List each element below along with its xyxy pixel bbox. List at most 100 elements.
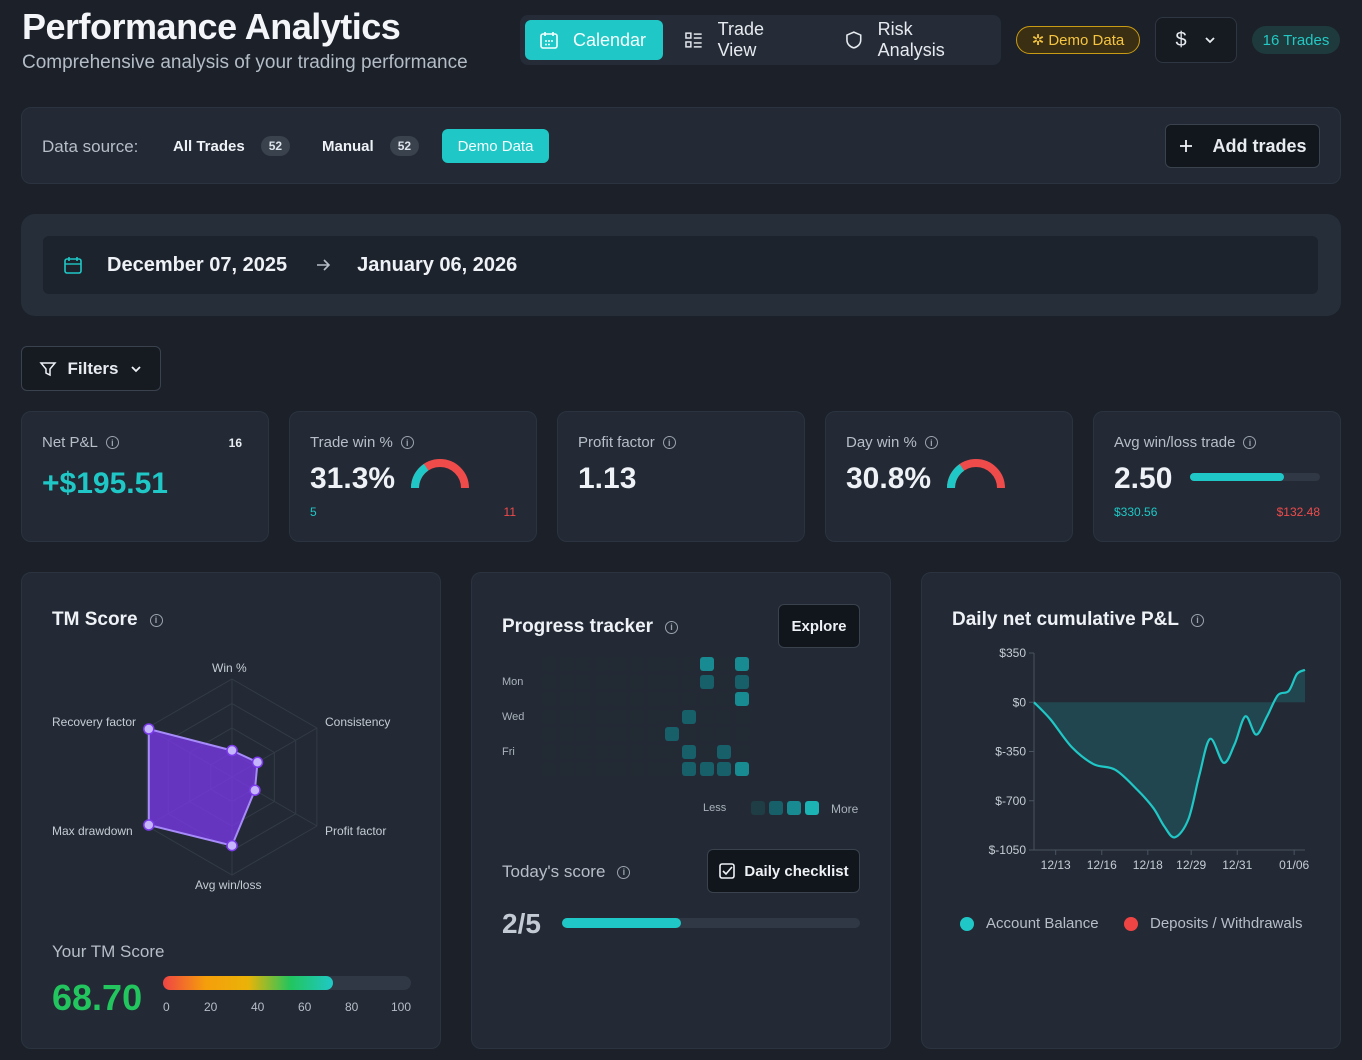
heatmap-cell[interactable]	[734, 657, 749, 671]
heatmap-cell[interactable]	[542, 709, 556, 724]
heatmap-cell[interactable]	[647, 762, 661, 776]
heatmap-cell[interactable]	[542, 692, 556, 706]
heatmap-cell[interactable]	[594, 657, 609, 671]
heatmap-cell[interactable]	[717, 744, 731, 759]
heatmap-cell[interactable]	[699, 657, 714, 671]
heatmap-cell[interactable]	[717, 674, 731, 689]
heatmap-cell[interactable]	[647, 657, 661, 671]
heatmap-cell[interactable]	[542, 674, 556, 689]
heatmap-cell[interactable]	[594, 674, 609, 689]
heatmap-cell[interactable]	[664, 709, 679, 724]
legend-account-balance[interactable]: Account Balance	[960, 915, 1099, 932]
heatmap-cell[interactable]	[664, 762, 679, 776]
heatmap-cell[interactable]	[629, 657, 644, 671]
heatmap-cell[interactable]	[577, 709, 591, 724]
info-icon[interactable]: i	[924, 436, 938, 449]
heatmap-cell[interactable]	[647, 674, 661, 689]
heatmap-cell[interactable]	[542, 727, 556, 741]
heatmap-cell[interactable]	[717, 657, 731, 671]
heatmap-cell[interactable]	[629, 727, 644, 741]
heatmap-cell[interactable]	[577, 692, 591, 706]
heatmap-cell[interactable]	[577, 657, 591, 671]
heatmap-cell[interactable]	[559, 657, 574, 671]
heatmap-cell[interactable]	[594, 762, 609, 776]
source-manual[interactable]: Manual 52	[308, 129, 433, 163]
heatmap-cell[interactable]	[734, 709, 749, 724]
daily-checklist-button[interactable]: Daily checklist	[707, 849, 860, 893]
heatmap-cell[interactable]	[612, 657, 626, 671]
heatmap-cell[interactable]	[699, 762, 714, 776]
add-trades-button[interactable]: Add trades	[1165, 124, 1320, 168]
heatmap-cell[interactable]	[664, 727, 679, 741]
heatmap-cell[interactable]	[559, 744, 574, 759]
tab-calendar[interactable]: Calendar	[525, 20, 663, 60]
date-range-picker[interactable]: December 07, 2025 January 06, 2026	[43, 236, 1318, 294]
heatmap-cell[interactable]	[682, 692, 696, 706]
heatmap-cell[interactable]	[734, 674, 749, 689]
info-icon[interactable]: i	[1191, 613, 1205, 627]
info-icon[interactable]: i	[662, 436, 676, 449]
heatmap-cell[interactable]	[559, 727, 574, 741]
info-icon[interactable]: i	[400, 436, 414, 449]
heatmap-cell[interactable]	[612, 762, 626, 776]
heatmap-cell[interactable]	[682, 762, 696, 776]
heatmap-cell[interactable]	[577, 744, 591, 759]
info-icon[interactable]: i	[617, 865, 631, 879]
heatmap-cell[interactable]	[717, 709, 731, 724]
heatmap-cell[interactable]	[612, 692, 626, 706]
heatmap-cell[interactable]	[682, 709, 696, 724]
heatmap-cell[interactable]	[612, 674, 626, 689]
filters-button[interactable]: Filters	[21, 346, 161, 391]
heatmap-cell[interactable]	[542, 762, 556, 776]
date-start[interactable]: December 07, 2025	[107, 253, 288, 276]
heatmap-cell[interactable]	[594, 727, 609, 741]
heatmap-cell[interactable]	[699, 674, 714, 689]
info-icon[interactable]: i	[149, 613, 163, 627]
heatmap-cell[interactable]	[647, 744, 661, 759]
heatmap-cell[interactable]	[664, 692, 679, 706]
demo-data-badge[interactable]: ✲ Demo Data	[1016, 26, 1140, 54]
heatmap-cell[interactable]	[559, 709, 574, 724]
heatmap-cell[interactable]	[612, 744, 626, 759]
heatmap-cell[interactable]	[699, 727, 714, 741]
heatmap-cell[interactable]	[647, 692, 661, 706]
heatmap-cell[interactable]	[559, 674, 574, 689]
heatmap-cell[interactable]	[682, 744, 696, 759]
heatmap-cell[interactable]	[699, 744, 714, 759]
heatmap-cell[interactable]	[629, 744, 644, 759]
heatmap-cell[interactable]	[734, 727, 749, 741]
heatmap-cell[interactable]	[734, 692, 749, 706]
currency-select[interactable]: $	[1155, 17, 1237, 63]
heatmap-cell[interactable]	[734, 762, 749, 776]
info-icon[interactable]: i	[665, 620, 679, 634]
heatmap-cell[interactable]	[629, 762, 644, 776]
heatmap-cell[interactable]	[629, 674, 644, 689]
heatmap-cell[interactable]	[682, 657, 696, 671]
heatmap-cell[interactable]	[542, 657, 556, 671]
heatmap-cell[interactable]	[629, 709, 644, 724]
tab-trade-view[interactable]: Trade View	[670, 19, 820, 60]
date-end[interactable]: January 06, 2026	[357, 253, 518, 276]
heatmap-cell[interactable]	[612, 709, 626, 724]
heatmap-cell[interactable]	[612, 727, 626, 741]
heatmap-cell[interactable]	[559, 692, 574, 706]
heatmap-cell[interactable]	[734, 744, 749, 759]
heatmap-cell[interactable]	[664, 674, 679, 689]
heatmap-cell[interactable]	[717, 727, 731, 741]
tab-risk-analysis[interactable]: Risk Analysis	[830, 19, 996, 60]
legend-deposits-withdrawals[interactable]: Deposits / Withdrawals	[1124, 915, 1303, 932]
heatmap-cell[interactable]	[664, 744, 679, 759]
heatmap-cell[interactable]	[559, 762, 574, 776]
heatmap-cell[interactable]	[682, 674, 696, 689]
heatmap-cell[interactable]	[682, 727, 696, 741]
heatmap-cell[interactable]	[717, 692, 731, 706]
info-icon[interactable]: i	[105, 436, 119, 449]
heatmap-cell[interactable]	[542, 744, 556, 759]
heatmap-cell[interactable]	[577, 762, 591, 776]
heatmap-cell[interactable]	[577, 727, 591, 741]
heatmap-cell[interactable]	[699, 709, 714, 724]
heatmap-cell[interactable]	[577, 674, 591, 689]
heatmap-cell[interactable]	[594, 744, 609, 759]
heatmap-cell[interactable]	[594, 709, 609, 724]
heatmap-cell[interactable]	[647, 727, 661, 741]
